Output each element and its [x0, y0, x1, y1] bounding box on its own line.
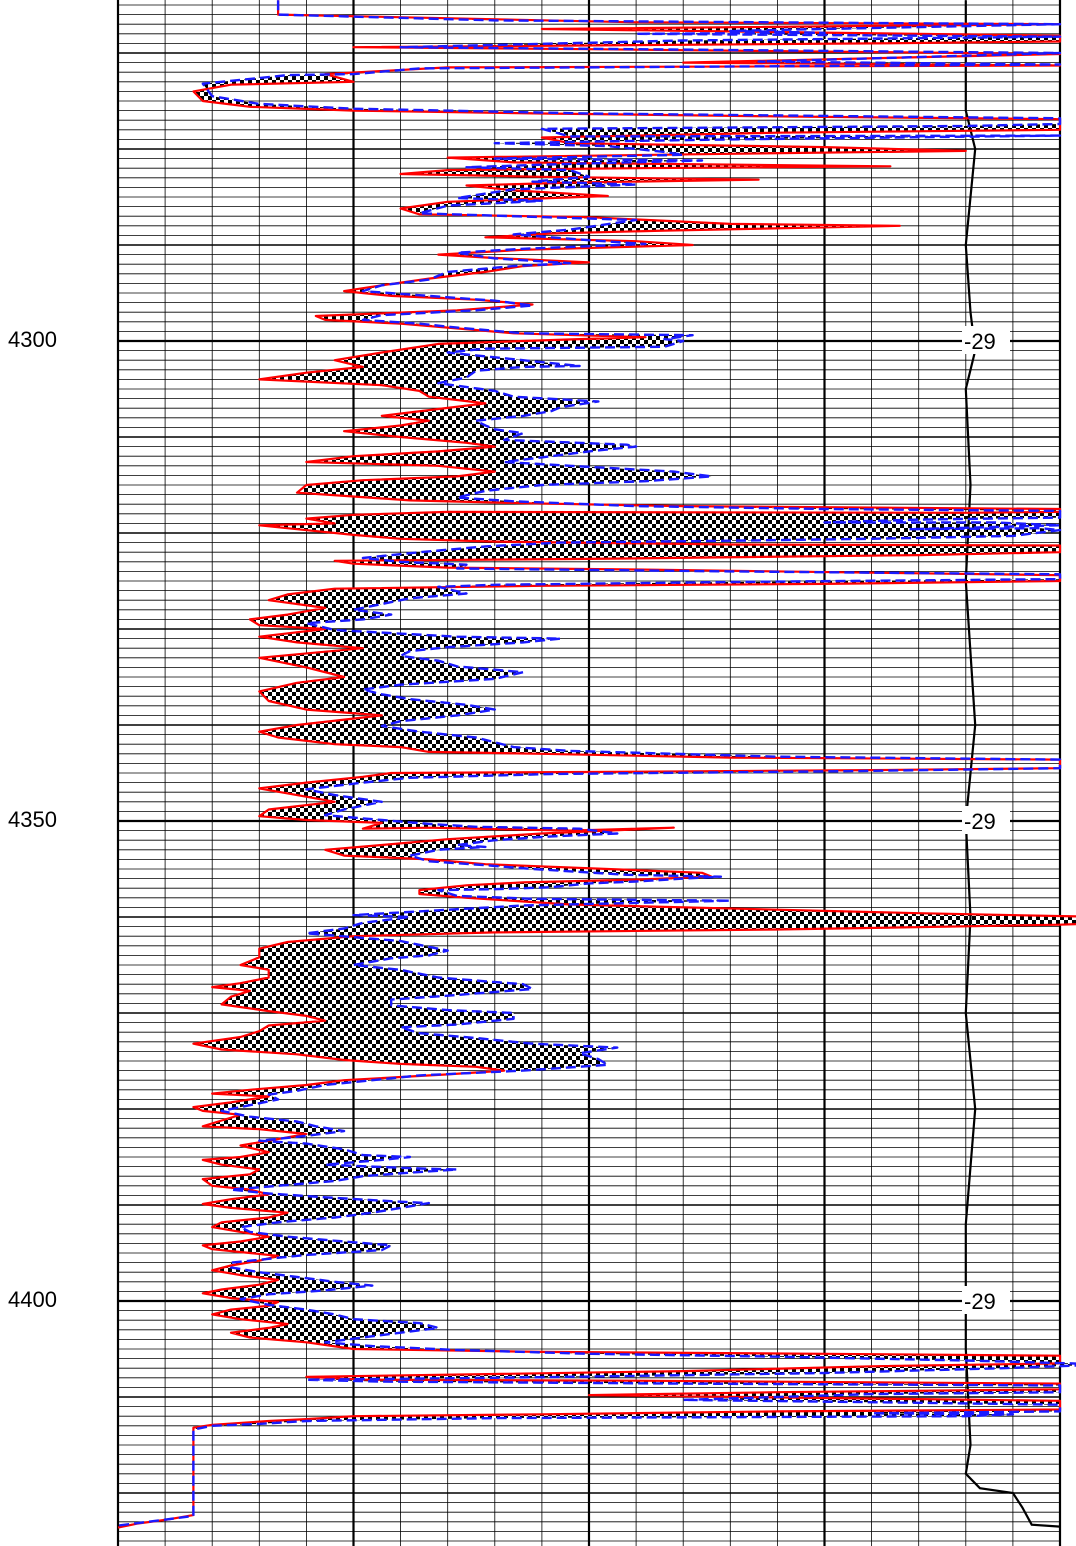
inline-curve-label: -29 [964, 329, 996, 354]
inline-label-layer: -29 -29 -29 [962, 326, 1010, 1314]
series-line-blue-dashed [117, 0, 1076, 1527]
depth-tick-label: 4350 [8, 807, 57, 832]
inline-curve-label: -29 [964, 809, 996, 834]
series-layer [117, 0, 1076, 1529]
inline-label-bg [962, 1286, 1010, 1314]
depth-tick-label: 4300 [8, 327, 57, 352]
curve-separation-fill [118, 0, 1076, 1528]
depth-tick-label: 4400 [8, 1287, 57, 1312]
inline-curve-label: -29 [964, 1289, 996, 1314]
series-line-black [964, 0, 1061, 1528]
inline-label-bg [962, 806, 1010, 834]
checkered-fill-layer [118, 0, 1076, 1528]
inline-label-bg [962, 326, 1010, 354]
